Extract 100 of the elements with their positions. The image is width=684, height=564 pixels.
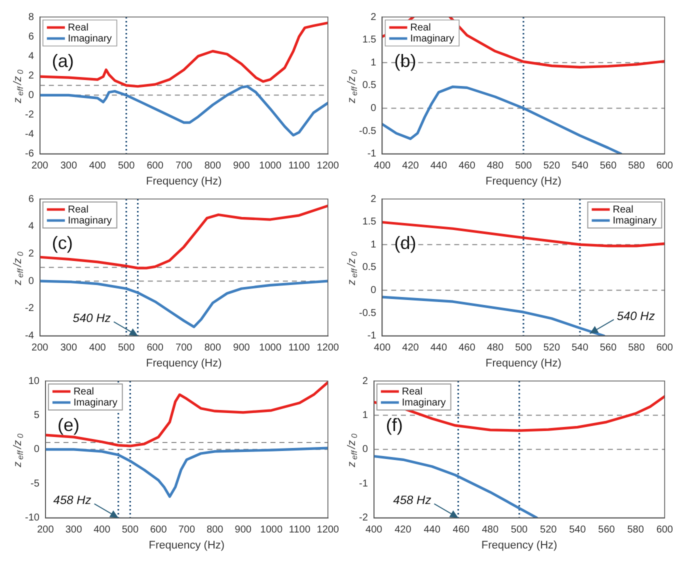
x-tick-label: 460: [458, 160, 476, 172]
x-axis-title: Frequency (Hz): [486, 175, 562, 188]
y-tick-label: 10: [28, 376, 40, 387]
x-tick-label: 600: [146, 342, 164, 354]
x-tick-label: 1000: [260, 524, 283, 536]
y-tick-label: -4: [24, 330, 34, 342]
x-tick-label: 420: [394, 524, 412, 536]
y-tick-label: -1: [358, 478, 368, 490]
y-axis-title: zeff/z0: [12, 251, 26, 286]
x-tick-label: 1100: [288, 160, 310, 172]
x-tick-label: 540: [572, 342, 589, 354]
legend-label: Imaginary: [68, 215, 112, 226]
y-tick-label: 0: [28, 276, 34, 287]
x-tick-label: 540: [569, 524, 586, 536]
y-tick-label: 4: [28, 50, 34, 62]
legend-label: Real: [402, 386, 422, 398]
y-tick-label: 4: [28, 221, 34, 232]
x-tick-label: 900: [233, 160, 250, 172]
x-tick-label: 500: [118, 160, 136, 172]
x-tick-label: 480: [486, 160, 504, 172]
x-tick-label: 800: [206, 524, 224, 536]
annotation: 540 Hz: [72, 311, 111, 326]
x-tick-label: 500: [122, 524, 139, 536]
x-tick-label: 300: [65, 524, 82, 536]
y-axis-title: zeff/z0: [346, 251, 360, 286]
y-tick-label: 0.5: [362, 262, 377, 274]
y-tick-label: 1: [362, 410, 368, 421]
y-tick-label: 2: [370, 12, 377, 23]
x-tick-label: 700: [176, 342, 193, 354]
x-tick-label: 520: [543, 342, 560, 354]
x-tick-label: 700: [176, 160, 193, 172]
annotation: (b): [394, 51, 416, 72]
x-tick-label: 300: [60, 160, 78, 172]
y-tick-label: -2: [358, 512, 368, 524]
annotation: (a): [52, 51, 74, 72]
x-tick-label: 420: [402, 160, 420, 172]
y-tick-label: 6: [28, 194, 34, 205]
x-tick-label: 1200: [316, 342, 340, 354]
y-tick-label: 0.5: [362, 80, 377, 92]
y-tick-label: 0: [370, 102, 377, 114]
x-tick-label: 500: [510, 524, 528, 536]
x-tick-label: 1000: [259, 160, 282, 172]
x-tick-label: 600: [656, 524, 674, 536]
x-tick-label: 460: [452, 524, 470, 536]
legend-label: Real: [68, 204, 88, 216]
y-axis-title: zeff/z0: [346, 69, 360, 104]
x-tick-label: 600: [656, 342, 674, 354]
x-tick-label: 520: [543, 160, 560, 172]
y-tick-label: 8: [28, 12, 34, 23]
x-tick-label: 500: [118, 342, 136, 354]
x-tick-label: 700: [178, 524, 196, 536]
x-tick-label: 400: [89, 342, 106, 354]
x-tick-label: 400: [374, 342, 392, 354]
x-tick-label: 440: [430, 342, 448, 354]
y-tick-label: 1.5: [362, 34, 377, 46]
y-tick-label: -2: [24, 109, 34, 120]
y-axis-title: zeff/z0: [346, 433, 360, 468]
legend-label: Imaginary: [612, 215, 657, 226]
y-tick-label: 1.5: [362, 216, 377, 228]
x-tick-label: 1100: [288, 342, 310, 354]
x-tick-label: 1000: [259, 342, 282, 354]
x-axis-title: Frequency (Hz): [148, 539, 225, 552]
annotation: 540 Hz: [616, 308, 655, 323]
y-tick-label: 1: [370, 239, 377, 250]
y-tick-label: -10: [25, 512, 40, 524]
x-tick-label: 580: [627, 524, 644, 536]
y-tick-label: 1: [370, 57, 377, 68]
x-tick-label: 580: [628, 160, 646, 172]
y-tick-label: -6: [24, 148, 34, 160]
x-tick-label: 440: [424, 524, 441, 536]
x-tick-label: 400: [366, 524, 383, 536]
x-tick-label: 500: [515, 342, 532, 354]
x-tick-label: 540: [572, 160, 589, 172]
y-tick-label: 0: [34, 444, 40, 456]
x-tick-label: 600: [150, 524, 168, 536]
y-tick-label: -0.5: [358, 308, 377, 319]
x-tick-label: 560: [600, 342, 617, 354]
x-tick-label: 520: [540, 524, 558, 536]
annotation: (f): [386, 415, 403, 436]
x-tick-label: 400: [89, 160, 106, 172]
x-tick-label: 500: [515, 160, 532, 172]
x-tick-label: 440: [430, 160, 448, 172]
x-tick-label: 460: [458, 342, 476, 354]
y-tick-label: 0: [362, 444, 368, 456]
y-tick-label: -5: [30, 478, 40, 490]
x-axis-title: Frequency (Hz): [486, 357, 562, 370]
x-axis-title: Frequency (Hz): [481, 539, 558, 552]
legend-label: Imaginary: [410, 33, 454, 44]
annotation: (d): [394, 233, 416, 254]
x-tick-label: 200: [32, 160, 49, 172]
annotation: 458 Hz: [53, 493, 92, 508]
annotation: (e): [57, 415, 80, 436]
legend-label: Real: [410, 22, 431, 34]
x-tick-label: 1100: [288, 524, 311, 536]
x-tick-label: 900: [234, 524, 252, 536]
x-tick-label: 900: [233, 342, 250, 354]
x-tick-label: 800: [204, 160, 222, 172]
legend-label: Real: [73, 386, 94, 398]
x-tick-label: 480: [482, 524, 499, 536]
x-axis-title: Frequency (Hz): [146, 175, 222, 188]
